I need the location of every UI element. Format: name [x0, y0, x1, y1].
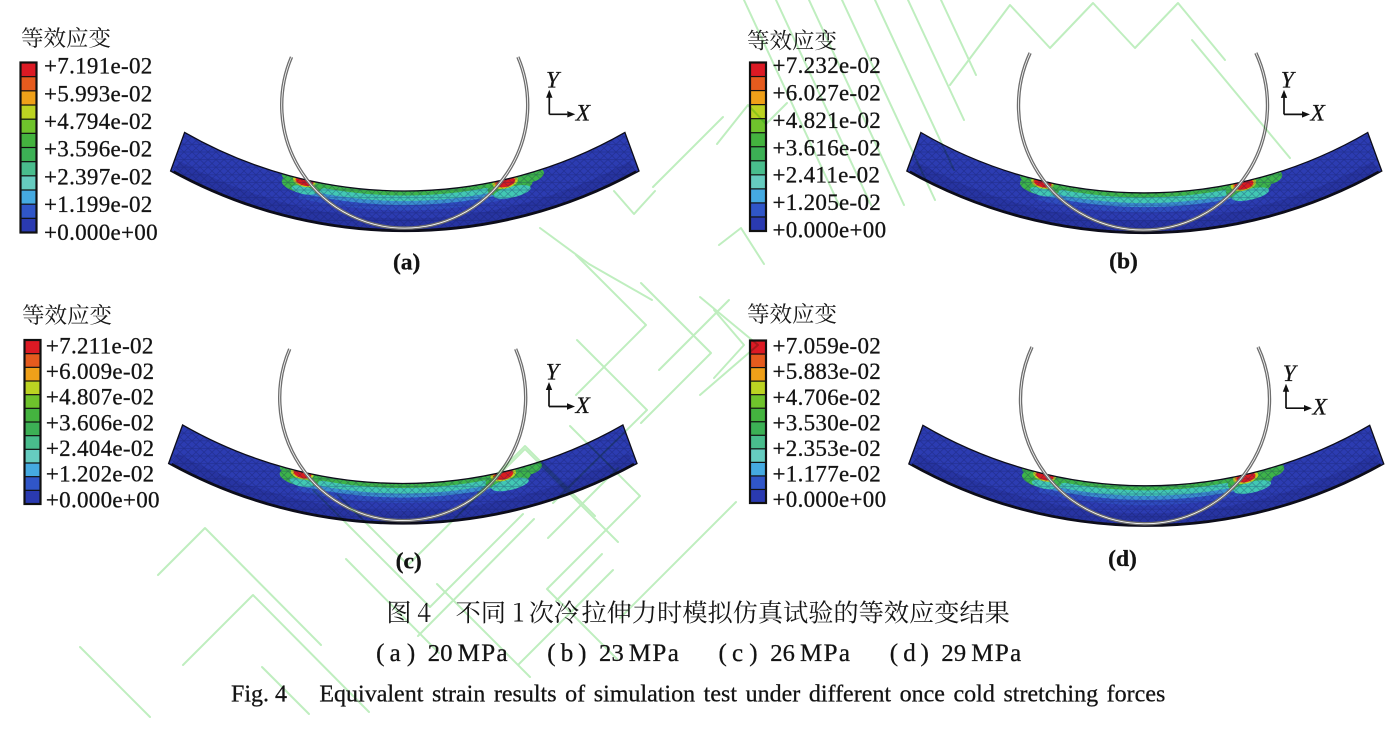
svg-text:+4.821e-02: +4.821e-02 [773, 108, 882, 133]
svg-text:+7.211e-02: +7.211e-02 [46, 333, 154, 358]
svg-text:+5.883e-02: +5.883e-02 [773, 359, 882, 384]
svg-text:29: 29 [941, 640, 966, 667]
svg-text:X: X [1310, 101, 1327, 127]
svg-text:+0.000e+00: +0.000e+00 [773, 218, 887, 243]
svg-text:c: c [732, 640, 743, 667]
svg-text:+4.807e-02: +4.807e-02 [46, 385, 155, 410]
svg-text:(: ( [376, 640, 384, 667]
svg-text:+3.606e-02: +3.606e-02 [46, 410, 155, 435]
svg-text:X: X [1312, 395, 1329, 421]
svg-text:+5.993e-02: +5.993e-02 [44, 81, 153, 106]
svg-text:b: b [561, 640, 574, 667]
svg-text:+7.059e-02: +7.059e-02 [773, 334, 882, 359]
svg-text:Y: Y [546, 67, 562, 93]
svg-text:): ) [749, 640, 757, 667]
svg-text:+1.205e-02: +1.205e-02 [773, 190, 882, 215]
svg-text:+1.199e-02: +1.199e-02 [44, 192, 153, 217]
svg-text:(: ( [890, 640, 898, 667]
svg-text:+6.027e-02: +6.027e-02 [773, 81, 882, 106]
svg-text:+0.000e+00: +0.000e+00 [44, 220, 158, 245]
svg-text:MPa: MPa [458, 640, 509, 667]
svg-text:X: X [575, 393, 592, 419]
svg-text:(c): (c) [396, 548, 422, 574]
svg-text:+0.000e+00: +0.000e+00 [773, 487, 887, 512]
svg-text:+4.706e-02: +4.706e-02 [773, 385, 882, 410]
svg-text:(: ( [547, 640, 555, 667]
svg-text:(: ( [719, 640, 727, 667]
svg-text:+6.009e-02: +6.009e-02 [46, 359, 155, 384]
svg-text:d: d [903, 640, 916, 667]
svg-text:Y: Y [546, 360, 562, 386]
svg-text:+2.397e-02: +2.397e-02 [44, 164, 153, 189]
svg-text:a: a [390, 640, 401, 667]
svg-text:+2.411e-02: +2.411e-02 [773, 163, 881, 188]
svg-text:+2.404e-02: +2.404e-02 [46, 436, 155, 461]
svg-text:+7.232e-02: +7.232e-02 [773, 53, 882, 78]
svg-text:+0.000e+00: +0.000e+00 [46, 487, 160, 512]
svg-text:+1.202e-02: +1.202e-02 [46, 462, 155, 487]
svg-text:(a): (a) [393, 249, 420, 275]
svg-text:+3.596e-02: +3.596e-02 [44, 137, 153, 162]
svg-text:MPa: MPa [629, 640, 680, 667]
svg-text:(b): (b) [1109, 249, 1138, 275]
svg-text:): ) [921, 640, 929, 667]
svg-text:26: 26 [770, 640, 795, 667]
svg-text:Equivalent strain results of s: Equivalent strain results of simulation … [319, 681, 1165, 707]
svg-text:+2.353e-02: +2.353e-02 [773, 436, 882, 461]
svg-text:X: X [575, 101, 592, 127]
svg-text:23: 23 [599, 640, 624, 667]
svg-text:+7.191e-02: +7.191e-02 [44, 54, 153, 79]
svg-text:): ) [407, 640, 415, 667]
svg-text:+3.530e-02: +3.530e-02 [773, 410, 882, 435]
svg-text:): ) [578, 640, 586, 667]
svg-text:+1.177e-02: +1.177e-02 [773, 462, 882, 487]
svg-text:(d): (d) [1108, 546, 1137, 572]
svg-text:MPa: MPa [800, 640, 851, 667]
svg-text:+4.794e-02: +4.794e-02 [44, 109, 153, 134]
svg-text:Fig. 4: Fig. 4 [231, 681, 287, 707]
svg-text:20: 20 [428, 640, 453, 667]
svg-text:+3.616e-02: +3.616e-02 [773, 135, 882, 160]
svg-text:MPa: MPa [971, 640, 1022, 667]
svg-text:Y: Y [1281, 67, 1297, 93]
svg-text:Y: Y [1283, 361, 1299, 387]
